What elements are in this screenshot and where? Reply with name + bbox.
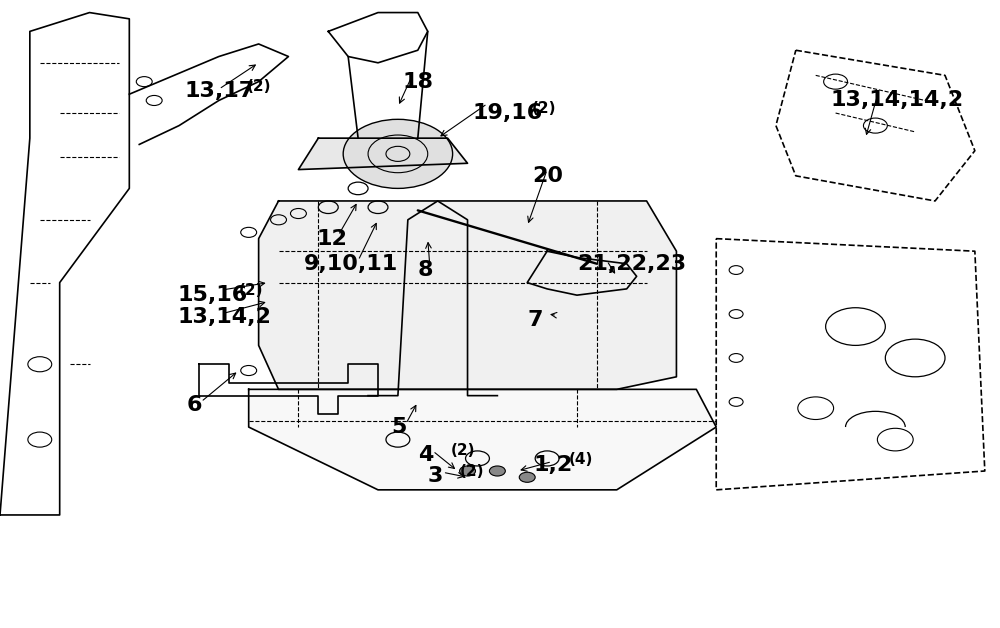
- Text: (2): (2): [532, 100, 557, 116]
- Text: 12: 12: [316, 229, 347, 249]
- Text: 13,14,2: 13,14,2: [177, 307, 271, 327]
- Text: 20: 20: [532, 166, 563, 186]
- Text: 5: 5: [391, 417, 406, 437]
- Circle shape: [343, 119, 453, 188]
- Text: (2): (2): [239, 283, 263, 298]
- Polygon shape: [298, 138, 468, 170]
- Text: 3: 3: [428, 466, 443, 486]
- Text: 13,14,14,2: 13,14,14,2: [831, 90, 964, 111]
- Text: (2): (2): [451, 443, 475, 458]
- Polygon shape: [249, 389, 716, 490]
- Text: 9,10,11: 9,10,11: [303, 254, 398, 274]
- Text: 1,2: 1,2: [533, 455, 572, 475]
- Text: 19,16: 19,16: [473, 103, 543, 123]
- Text: 6: 6: [187, 395, 203, 415]
- Text: (2): (2): [460, 463, 484, 479]
- Text: 7: 7: [527, 310, 543, 330]
- Text: 15,16: 15,16: [177, 285, 247, 305]
- Text: (4): (4): [569, 452, 593, 467]
- Text: 8: 8: [418, 260, 433, 280]
- Text: (2): (2): [247, 78, 271, 94]
- Circle shape: [460, 466, 475, 476]
- Text: 18: 18: [403, 72, 434, 92]
- Polygon shape: [259, 201, 676, 389]
- Circle shape: [489, 466, 505, 476]
- Text: 21,22,23: 21,22,23: [577, 254, 686, 274]
- Circle shape: [519, 472, 535, 482]
- Text: 13,17: 13,17: [184, 81, 254, 101]
- Text: 4: 4: [418, 445, 433, 465]
